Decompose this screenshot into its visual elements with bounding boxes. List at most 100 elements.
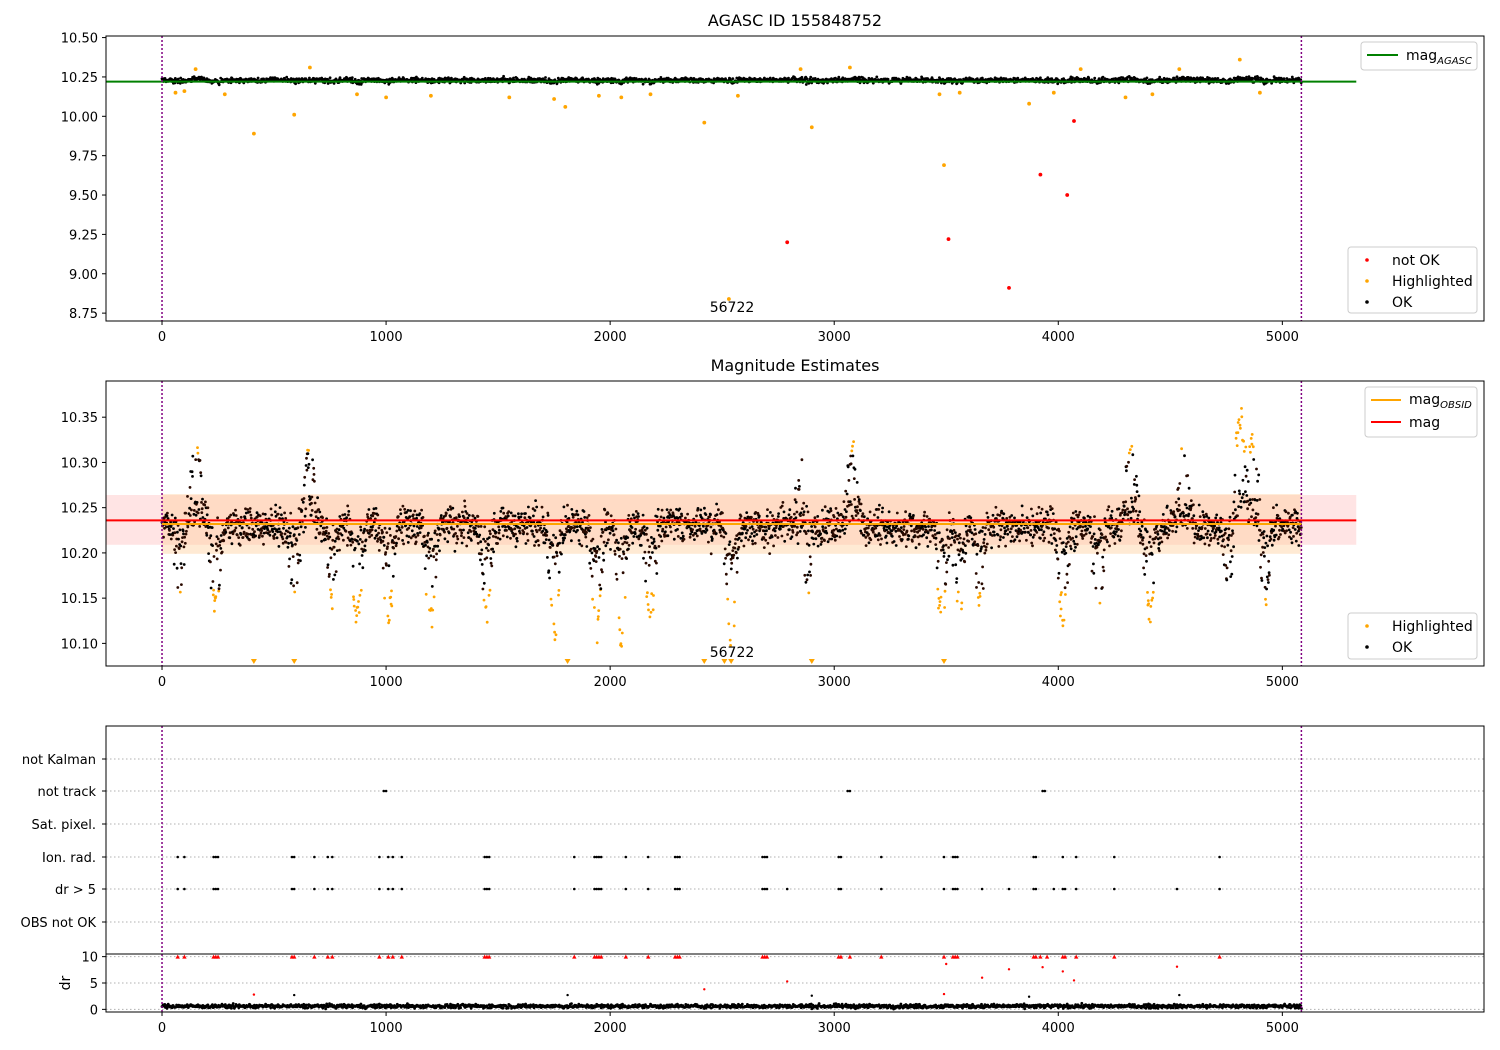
ok-point [305, 468, 309, 472]
highlighted-point [593, 606, 596, 609]
ok-point [400, 525, 404, 529]
ok-point [230, 542, 234, 546]
ok-point [834, 76, 837, 80]
ok-point [780, 534, 784, 538]
ok-point [805, 578, 809, 582]
ok-point [349, 543, 353, 547]
ok-point [880, 537, 883, 541]
ok-point [644, 579, 647, 583]
ok-point [1068, 563, 1071, 566]
ok-point [432, 547, 435, 551]
ok-point [998, 514, 1002, 517]
ok-point [177, 537, 180, 541]
ok-point [459, 528, 463, 532]
ok-point [359, 83, 363, 86]
ok-point [641, 82, 645, 86]
highlighted-point [554, 633, 558, 637]
ok-point [357, 542, 361, 546]
ok-point [291, 543, 294, 547]
ok-point [469, 530, 473, 533]
ok-point [580, 544, 584, 548]
highlighted-point [645, 595, 649, 598]
ok-point [1037, 505, 1041, 509]
highlighted-point [850, 449, 854, 453]
agasc-xtick-label: 2000 [594, 330, 627, 345]
ok-point [544, 76, 547, 79]
highlighted-point [383, 596, 386, 600]
ok-point [648, 545, 651, 548]
ok-point [718, 530, 722, 534]
ok-point [192, 512, 196, 516]
highlighted-point [357, 611, 361, 614]
ok-point [1068, 525, 1072, 529]
ok-point [272, 536, 276, 540]
ok-point [302, 483, 306, 487]
ok-point [180, 566, 184, 570]
ok-point [387, 564, 391, 568]
legend-highlighted-label: Highlighted [1392, 274, 1473, 290]
ok-point [169, 525, 173, 528]
ok-point [462, 528, 465, 532]
agasc-line-legend: magAGASC [1360, 41, 1478, 71]
highlighted-point [736, 93, 740, 98]
ok-point [505, 535, 509, 539]
ok-point [294, 82, 297, 86]
ok-point [400, 531, 403, 534]
ok-point [492, 511, 496, 515]
ok-point [957, 541, 961, 545]
ok-point [205, 533, 209, 537]
ok-point [745, 511, 749, 514]
ok-point [268, 533, 272, 537]
ok-point [924, 525, 927, 529]
highlighted-point [1177, 67, 1182, 71]
ok-point [991, 513, 995, 517]
ok-point [446, 540, 450, 544]
ok-point [353, 546, 357, 550]
ok-point [850, 514, 854, 518]
ok-point [543, 541, 547, 545]
ok-point [598, 77, 602, 81]
ok-point [937, 531, 941, 535]
ok-point [455, 535, 459, 538]
estimates-title: Magnitude Estimates [711, 356, 880, 375]
ok-point [176, 586, 180, 589]
ok-point [476, 541, 480, 545]
ok-point [1052, 532, 1056, 535]
ok-point [856, 511, 860, 515]
ok-point [885, 541, 889, 545]
ok-point [644, 561, 648, 565]
ok-point [1079, 524, 1082, 528]
ok-point [613, 552, 617, 556]
ok-point [1027, 531, 1030, 534]
ok-point [522, 530, 526, 534]
ok-point [552, 555, 556, 559]
ok-point [741, 531, 744, 535]
ok-point [904, 545, 908, 548]
ok-point [876, 516, 880, 519]
ok-point [634, 527, 637, 531]
ok-point [205, 531, 208, 535]
ok-point [825, 531, 829, 535]
ok-point [585, 516, 589, 519]
ok-point [814, 537, 818, 541]
agasc-point-legend-box [1347, 246, 1478, 314]
ok-point [1020, 504, 1024, 508]
ok-point [961, 550, 965, 554]
ok-point [664, 525, 668, 529]
ok-point [203, 503, 207, 507]
ok-point [793, 498, 797, 502]
ok-point [1047, 540, 1051, 544]
ok-point [366, 513, 369, 516]
ok-point [596, 545, 599, 549]
ok-point [724, 572, 728, 576]
ok-point [1050, 542, 1054, 545]
ok-point [742, 544, 746, 548]
not-ok-point [1065, 193, 1070, 197]
ok-point [401, 504, 405, 508]
ok-point [660, 539, 664, 543]
ok-point [977, 581, 981, 584]
highlighted-point [1062, 618, 1066, 622]
ok-point [774, 534, 777, 537]
ok-point [601, 551, 605, 555]
ok-point [299, 559, 302, 563]
